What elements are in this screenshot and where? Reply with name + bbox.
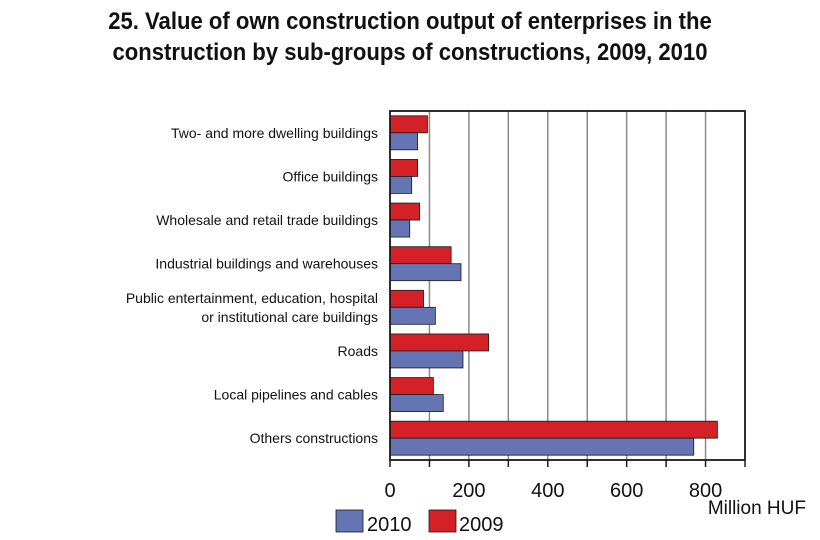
x-unit-label: Million HUF <box>708 498 806 519</box>
category-label: Industrial buildings and warehouses <box>155 256 378 272</box>
category-label: Others constructions <box>250 430 378 446</box>
plot-area <box>390 111 745 460</box>
bar-2010 <box>389 394 444 412</box>
tick-label: 800 <box>689 480 722 502</box>
tick-label: 0 <box>384 480 395 502</box>
bar-2009 <box>389 420 718 439</box>
bar-2010 <box>389 437 695 456</box>
bar-2009 <box>389 202 420 221</box>
bar-2010 <box>389 219 411 238</box>
chart-title-line-1: 25. Value of own construction output of … <box>108 8 712 35</box>
bar-2010 <box>389 350 464 369</box>
tick-label: 200 <box>452 480 485 502</box>
legend-label-2010: 2010 <box>367 514 412 536</box>
bar-2009 <box>389 115 428 134</box>
bar-2010 <box>389 132 419 151</box>
legend-label-2009: 2009 <box>459 514 504 536</box>
category-label: Public entertainment, education, hospita… <box>126 290 378 306</box>
bar-2010 <box>389 263 462 282</box>
category-label: Roads <box>338 343 378 359</box>
chart-title-line-2: construction by sub-groups of constructi… <box>112 39 708 66</box>
bar-2009 <box>389 246 452 265</box>
category-label: Local pipelines and cables <box>214 387 378 403</box>
bar-2009 <box>389 159 419 177</box>
category-label: Two- and more dwelling buildings <box>171 125 378 141</box>
category-label: or institutional care buildings <box>201 309 378 325</box>
category-label: Wholesale and retail trade buildings <box>156 212 378 228</box>
bar-2010 <box>389 306 436 325</box>
legend-swatch-2009 <box>428 509 457 533</box>
bar-2009 <box>389 333 490 352</box>
legend-swatch-2010 <box>335 509 364 533</box>
bar-2010 <box>389 176 413 194</box>
tick-label: 600 <box>610 480 643 502</box>
bar-2009 <box>389 289 424 308</box>
category-label: Office buildings <box>283 168 378 184</box>
tick-label: 400 <box>531 480 564 502</box>
chart-title: 25. Value of own construction output of … <box>33 6 787 68</box>
plot-border <box>389 110 746 461</box>
bar-2009 <box>389 377 434 395</box>
